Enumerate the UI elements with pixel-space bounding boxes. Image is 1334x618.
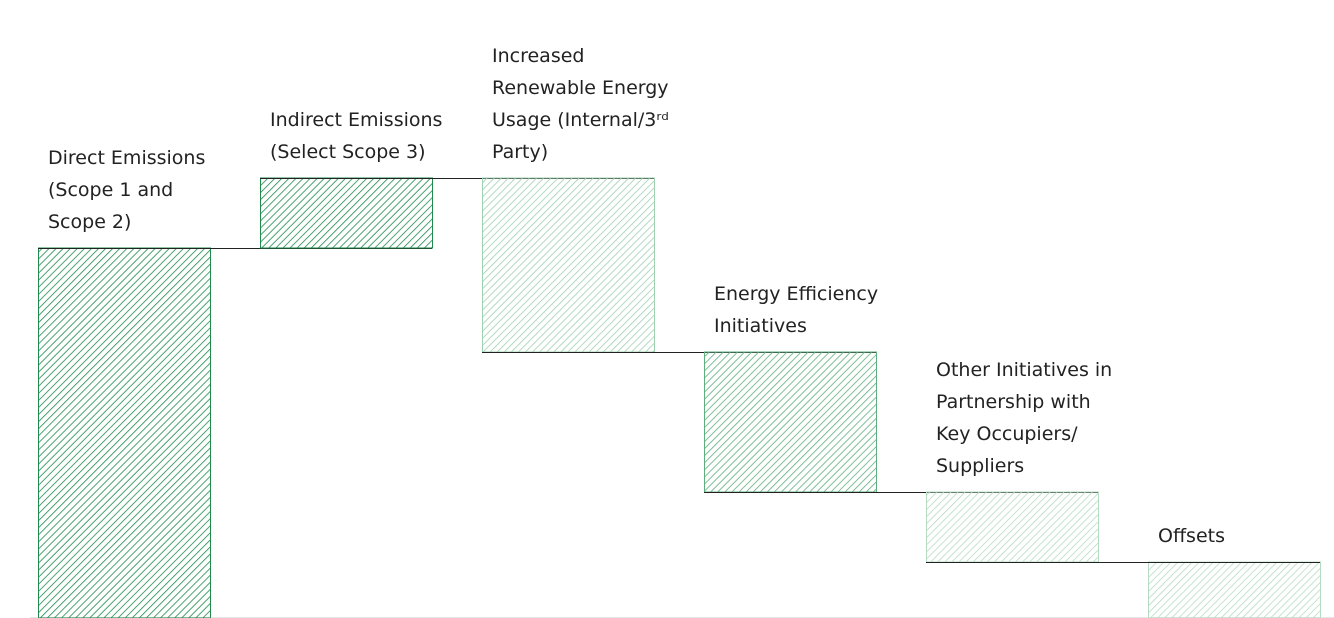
category-label: Increased Renewable Energy Usage (Intern… <box>492 45 669 163</box>
category-label-box: Energy Efficiency Initiatives <box>714 283 879 337</box>
category-label-box: Indirect Emissions (Select Scope 3) <box>270 109 443 163</box>
category-label: Indirect Emissions (Select Scope 3) <box>270 109 443 163</box>
bar <box>926 491 1099 563</box>
category-label: Energy Efficiency Initiatives <box>714 283 879 337</box>
category-label-box: Direct Emissions (Scope 1 and Scope 2) <box>48 147 206 233</box>
category-label-box: Increased Renewable Energy Usage (Intern… <box>492 45 669 163</box>
category-label: Other Initiatives in Partnership with Ke… <box>936 359 1113 477</box>
bar <box>260 177 433 249</box>
category-label-box: Other Initiatives in Partnership with Ke… <box>936 359 1113 477</box>
category-label: Direct Emissions (Scope 1 and Scope 2) <box>48 147 206 233</box>
bar <box>1148 561 1321 618</box>
bar <box>482 177 655 353</box>
bar <box>38 247 211 618</box>
category-label: Offsets <box>1158 525 1225 547</box>
bar <box>704 351 877 493</box>
category-label-box: Offsets <box>1158 525 1225 547</box>
